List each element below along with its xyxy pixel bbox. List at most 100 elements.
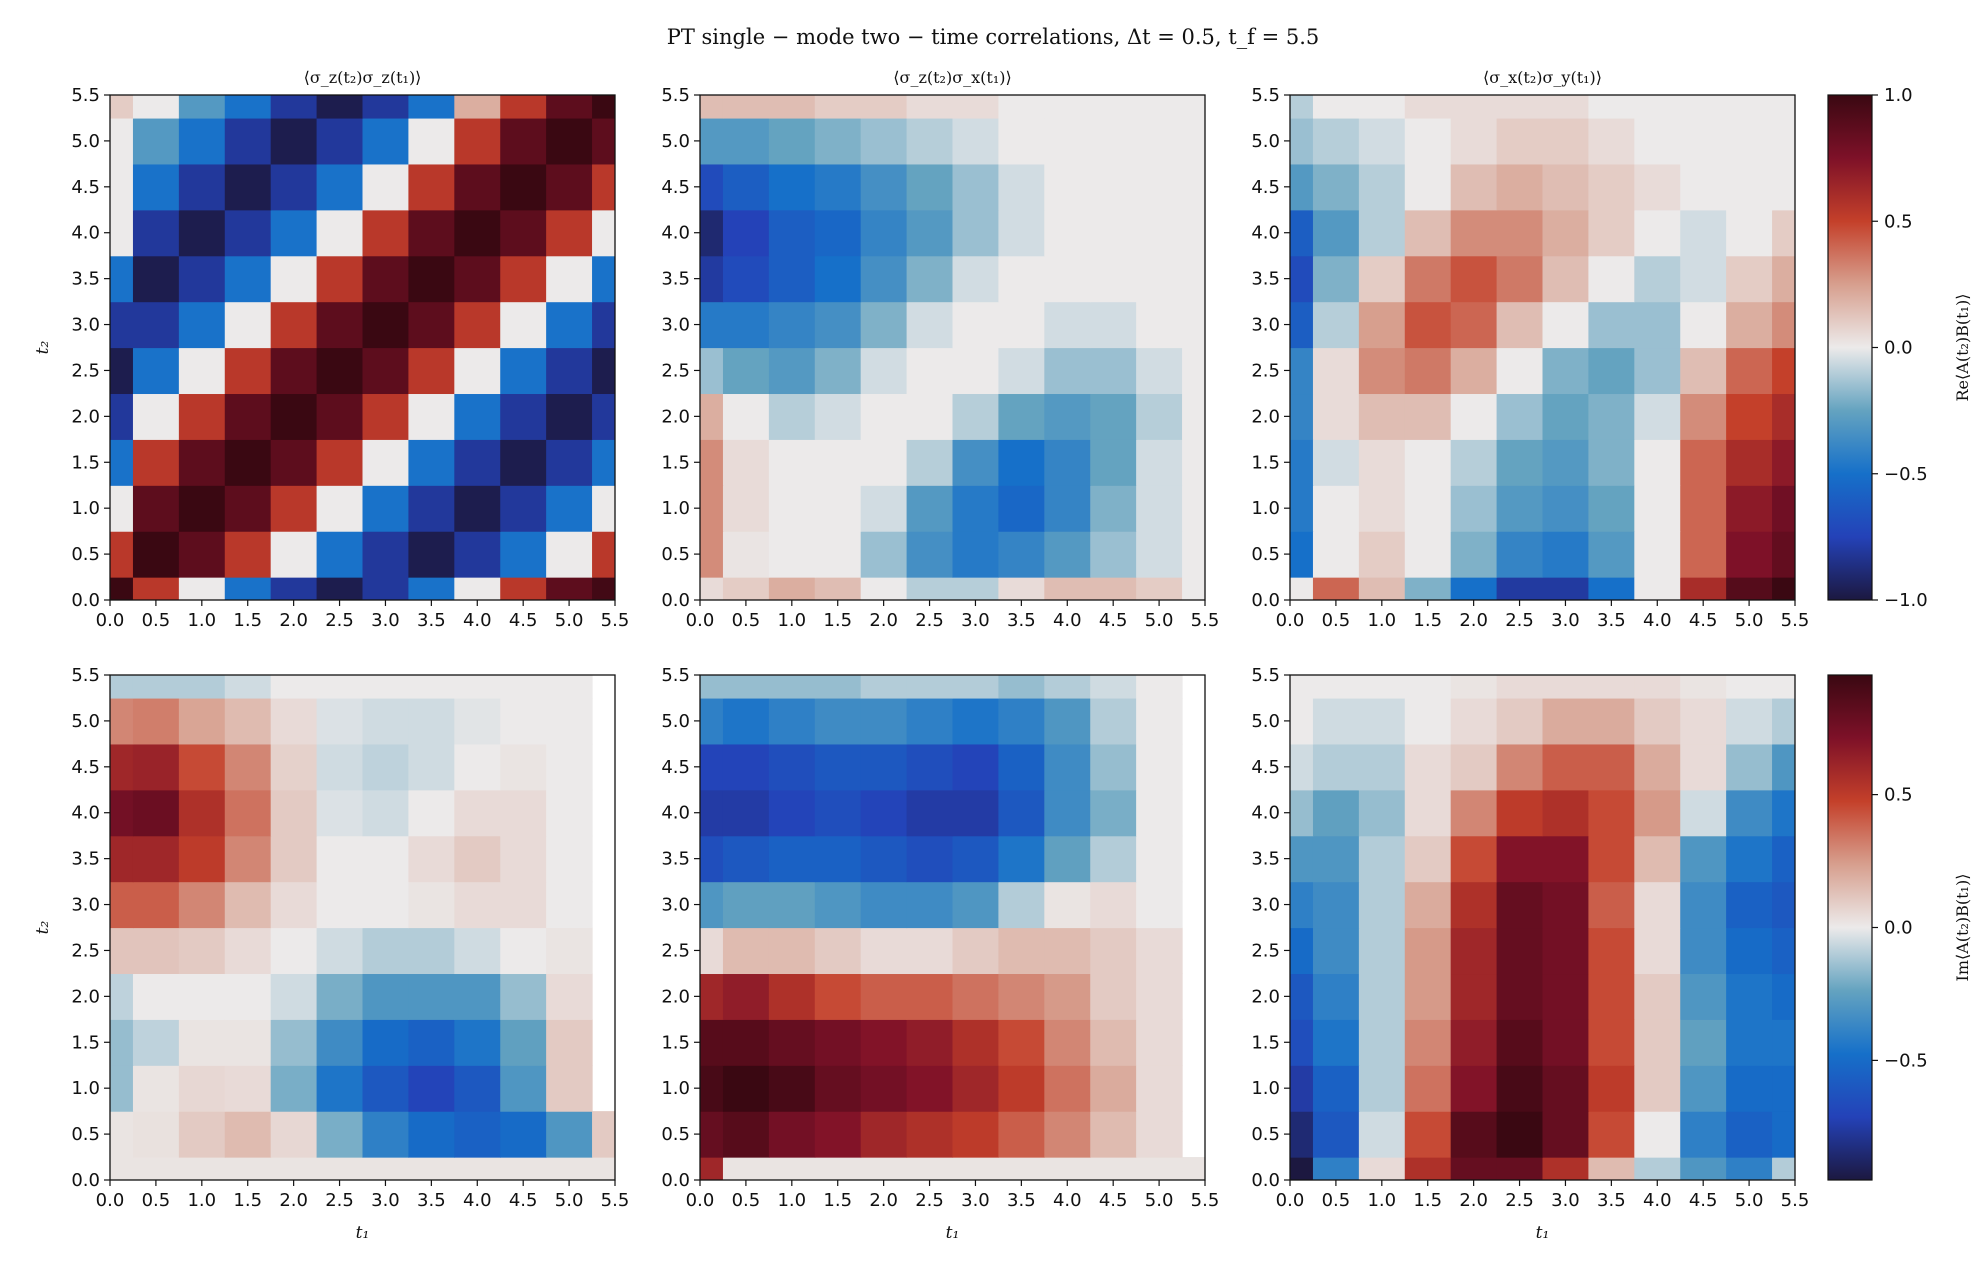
heatmap-cell xyxy=(998,1157,1045,1180)
heatmap-cell xyxy=(906,973,954,1020)
heatmap-cell xyxy=(1726,675,1773,699)
colorbar-tick-label: 0.0 xyxy=(1884,338,1913,359)
heatmap-cell xyxy=(1726,255,1773,303)
x-tick-label: 3.5 xyxy=(1007,1190,1036,1211)
heatmap-cell xyxy=(1358,881,1406,929)
heatmap-cell xyxy=(1450,835,1498,883)
heatmap-cell xyxy=(1726,743,1773,791)
heatmap-cell xyxy=(1312,675,1360,699)
heatmap-cell xyxy=(1290,973,1314,1020)
heatmap-cell xyxy=(1634,347,1681,395)
heatmap-panels: 0.00.00.50.51.01.01.51.52.02.02.52.53.03… xyxy=(33,68,1809,1243)
heatmap-cell xyxy=(1044,577,1091,600)
heatmap-cell xyxy=(1404,117,1452,165)
heatmap-cell xyxy=(1588,301,1635,349)
heatmap-cell xyxy=(1772,881,1795,929)
heatmap-cell xyxy=(110,485,134,532)
heatmap-cell xyxy=(1404,255,1452,303)
heatmap-cell xyxy=(178,117,226,165)
x-tick-label: 0.0 xyxy=(686,1190,715,1211)
heatmap-cell xyxy=(1136,301,1183,349)
heatmap-cell xyxy=(316,301,364,349)
heatmap-cell xyxy=(110,675,134,699)
heatmap-cell xyxy=(1090,789,1137,837)
y-tick-label: 1.5 xyxy=(1251,452,1280,473)
heatmap-cell xyxy=(700,1065,724,1112)
heatmap-cell xyxy=(1450,973,1498,1020)
heatmap-cell xyxy=(500,439,547,486)
heatmap-cell xyxy=(1634,577,1681,600)
heatmap-cell xyxy=(500,209,547,257)
heatmap-cell xyxy=(224,117,272,165)
heatmap-cell xyxy=(1772,531,1795,578)
heatmap-cell xyxy=(1290,881,1314,929)
y-tick-label: 0.5 xyxy=(71,544,100,565)
heatmap-cell xyxy=(316,1019,364,1066)
heatmap-cell xyxy=(592,531,615,578)
heatmap-cell xyxy=(270,789,318,837)
heatmap-panel-3: 0.00.0 0.5 0.5 1.0 1.0 1.5 1.5 2.0 2.0 2.5 2.5 3.0 3… xyxy=(1251,68,1809,631)
heatmap-cell xyxy=(316,577,364,600)
heatmap-cell xyxy=(316,1065,364,1112)
heatmap-cell xyxy=(500,789,547,837)
heatmap-cell xyxy=(270,163,318,211)
heatmap-cell xyxy=(700,485,724,532)
heatmap-cell xyxy=(1680,1019,1727,1066)
heatmap-cell xyxy=(1044,835,1091,883)
heatmap-cell xyxy=(906,927,954,975)
y-tick-label: 3.5 xyxy=(661,269,690,290)
heatmap-cell xyxy=(952,743,1000,791)
heatmap-cell xyxy=(768,347,816,395)
heatmap-cell xyxy=(1090,973,1137,1020)
heatmap-cell xyxy=(860,973,908,1020)
heatmap-cell xyxy=(110,347,134,395)
heatmap-cell xyxy=(1450,209,1498,257)
heatmap-cell xyxy=(1290,209,1314,257)
y-tick-label: 2.5 xyxy=(71,360,100,381)
heatmap-cell xyxy=(1680,209,1727,257)
heatmap-cell xyxy=(722,209,770,257)
heatmap-cell xyxy=(408,789,455,837)
heatmap-cell xyxy=(860,209,908,257)
heatmap-cell xyxy=(814,743,862,791)
y-tick-label: 3.5 xyxy=(71,269,100,290)
heatmap-cell xyxy=(362,835,410,883)
heatmap-cell xyxy=(952,1111,1000,1158)
y-tick-label: 3.0 xyxy=(71,315,100,336)
heatmap-cell xyxy=(546,927,593,975)
heatmap-cell xyxy=(768,485,816,532)
heatmap-cell xyxy=(1726,1111,1773,1158)
heatmap-cell xyxy=(316,675,364,699)
heatmap-cell xyxy=(1726,393,1773,440)
heatmap-cell xyxy=(1496,485,1544,532)
heatmap-cell xyxy=(1090,835,1137,883)
heatmap-cell xyxy=(1496,255,1544,303)
heatmap-cell xyxy=(860,1111,908,1158)
y-tick-label: 5.5 xyxy=(1251,85,1280,106)
heatmap-cell xyxy=(316,1157,364,1180)
heatmap-cell xyxy=(1680,743,1727,791)
heatmap-cell xyxy=(132,95,180,119)
panel-frame xyxy=(1289,94,1796,601)
heatmap-cell xyxy=(998,347,1045,395)
heatmap-cells xyxy=(700,675,1205,1180)
heatmap-cell xyxy=(362,117,410,165)
heatmap-cell xyxy=(814,1157,862,1180)
y-tick-label: 0.0 xyxy=(71,590,100,611)
heatmap-cell xyxy=(408,1111,455,1158)
heatmap-cell xyxy=(1136,95,1183,119)
heatmap-cell xyxy=(1772,347,1795,395)
x-tick-label: 0.5 xyxy=(732,610,761,631)
x-tick-label: 2.5 xyxy=(325,610,354,631)
heatmap-cell xyxy=(500,393,547,440)
heatmap-cell xyxy=(1090,439,1137,486)
heatmap-cell xyxy=(132,697,180,745)
heatmap-cell xyxy=(906,1065,954,1112)
heatmap-cell xyxy=(546,347,593,395)
heatmap-cell xyxy=(454,927,501,975)
x-tick-label: 2.5 xyxy=(915,1190,944,1211)
heatmap-cell xyxy=(1450,927,1498,975)
y-tick-label: 3.0 xyxy=(1251,315,1280,336)
heatmap-cells xyxy=(1290,675,1795,1180)
heatmap-cell xyxy=(224,789,272,837)
